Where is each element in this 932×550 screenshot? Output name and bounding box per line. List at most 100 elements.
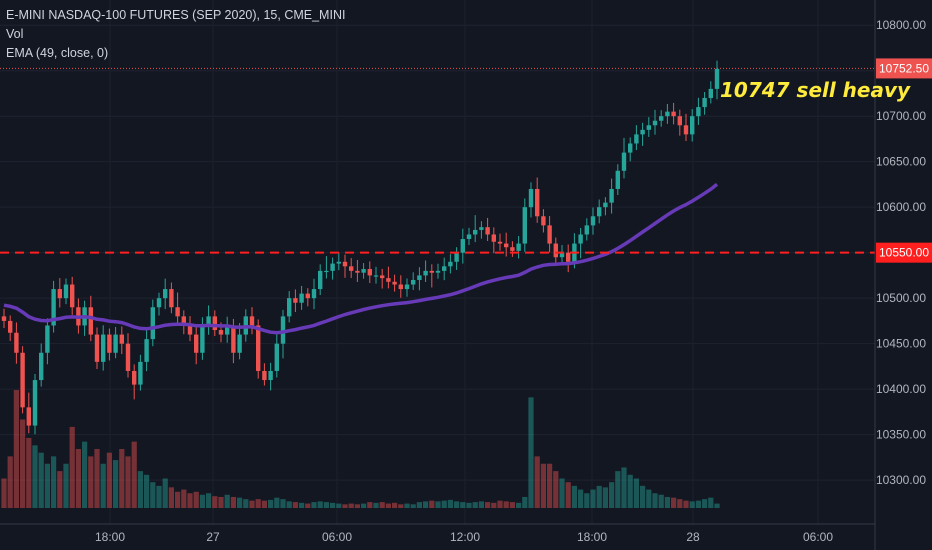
candle-body bbox=[510, 247, 515, 251]
candle-body bbox=[318, 270, 323, 290]
volume-bar bbox=[199, 494, 205, 508]
volume-bar bbox=[385, 503, 391, 508]
candle-body bbox=[547, 225, 552, 244]
candle-body bbox=[249, 316, 255, 326]
volume-bar bbox=[621, 467, 627, 508]
volume-bar bbox=[224, 494, 230, 508]
volume-bar bbox=[516, 502, 522, 508]
candle-body bbox=[361, 269, 366, 273]
volume-bar bbox=[559, 478, 565, 508]
volume-bar bbox=[497, 500, 503, 508]
volume-bar bbox=[218, 496, 224, 508]
time-tick-label: 06:00 bbox=[322, 530, 352, 544]
candle-body bbox=[386, 278, 391, 282]
volume-bar bbox=[602, 487, 608, 508]
volume-bar bbox=[571, 485, 577, 508]
symbol-title[interactable]: E-MINI NASDAQ-100 FUTURES (SEP 2020), 15… bbox=[6, 8, 346, 22]
candle-body bbox=[262, 370, 267, 381]
candle-body bbox=[590, 216, 596, 226]
candle-body bbox=[628, 143, 633, 153]
time-tick-label: 12:00 bbox=[450, 530, 480, 544]
volume-bar bbox=[7, 456, 13, 508]
candle-body bbox=[398, 284, 403, 290]
candle-body bbox=[51, 289, 56, 326]
candle-body bbox=[274, 343, 279, 371]
candle-body bbox=[200, 325, 205, 353]
volume-bar bbox=[485, 502, 491, 508]
volume-bar bbox=[156, 485, 162, 508]
volume-bar bbox=[454, 501, 460, 508]
volume-bar bbox=[472, 502, 478, 508]
volume-bar bbox=[57, 471, 63, 508]
volume-bar bbox=[336, 503, 342, 508]
volume-bar bbox=[206, 493, 212, 508]
volume-bar bbox=[20, 419, 26, 508]
candle-body bbox=[8, 320, 13, 333]
candle-body bbox=[702, 97, 707, 108]
volume-bar bbox=[367, 502, 373, 508]
candle-body bbox=[39, 352, 44, 381]
volume-bar bbox=[237, 497, 243, 508]
candle-body bbox=[212, 316, 217, 331]
candle-body bbox=[690, 116, 695, 135]
candle-body bbox=[280, 316, 286, 344]
candle-body bbox=[330, 263, 335, 271]
candle-body bbox=[473, 229, 478, 235]
volume-bar bbox=[305, 503, 311, 508]
volume-bar bbox=[553, 471, 559, 508]
ema-line bbox=[3, 182, 719, 335]
volume-bar bbox=[286, 501, 292, 508]
candle-body bbox=[138, 361, 143, 385]
candle-body bbox=[584, 225, 589, 235]
candle-body bbox=[206, 316, 211, 326]
volume-bar bbox=[88, 456, 94, 508]
candle-body bbox=[57, 289, 62, 299]
price-labels: 10752.50 10550.00 bbox=[876, 58, 932, 263]
volume-bar bbox=[162, 478, 168, 508]
volume-bar bbox=[131, 441, 137, 508]
volume-bar bbox=[113, 460, 119, 508]
volume-bar bbox=[578, 489, 584, 508]
ema-indicator-label[interactable]: EMA (49, close, 0) bbox=[6, 46, 109, 60]
candle-body bbox=[305, 293, 310, 299]
volume-bar bbox=[373, 502, 379, 508]
candle-body bbox=[541, 216, 546, 226]
volume-bar bbox=[181, 489, 187, 508]
price-label-text: 10752.50 bbox=[879, 61, 929, 75]
candle-body bbox=[640, 129, 645, 135]
volume-bar bbox=[44, 463, 50, 508]
candle-body bbox=[349, 266, 354, 271]
volume-bar bbox=[447, 499, 453, 508]
time-tick-label: 18:00 bbox=[577, 530, 607, 544]
candle-body bbox=[429, 270, 434, 273]
candle-body bbox=[442, 266, 447, 271]
volume-bar bbox=[528, 397, 534, 508]
volume-bar bbox=[714, 503, 720, 508]
volume-bar bbox=[323, 502, 329, 508]
volume-bar bbox=[652, 493, 658, 508]
volume-bar bbox=[478, 501, 484, 508]
candle-body bbox=[218, 330, 224, 335]
candle-body bbox=[609, 188, 614, 203]
candle-body bbox=[119, 334, 124, 344]
volume-bar bbox=[633, 478, 639, 508]
price-label-box bbox=[876, 58, 932, 79]
candle-body bbox=[696, 107, 701, 117]
volume-bar bbox=[410, 504, 416, 508]
volume-bar bbox=[119, 449, 125, 508]
time-axis[interactable]: 18:00 27 06:00 12:00 18:00 28 06:00 bbox=[95, 530, 833, 544]
price-label-text: 10550.00 bbox=[879, 246, 929, 260]
candle-body bbox=[194, 334, 199, 353]
candle-body bbox=[150, 307, 155, 340]
volume-bar bbox=[466, 502, 472, 508]
candle-body bbox=[175, 307, 180, 317]
candle-body bbox=[181, 316, 186, 326]
volume-indicator-label[interactable]: Vol bbox=[6, 27, 24, 41]
candle-body bbox=[535, 188, 540, 217]
candle-body bbox=[466, 234, 472, 240]
volume-bar bbox=[268, 499, 274, 508]
candle-body bbox=[324, 270, 329, 273]
candle-body bbox=[14, 332, 19, 353]
volume-bar bbox=[32, 445, 38, 508]
